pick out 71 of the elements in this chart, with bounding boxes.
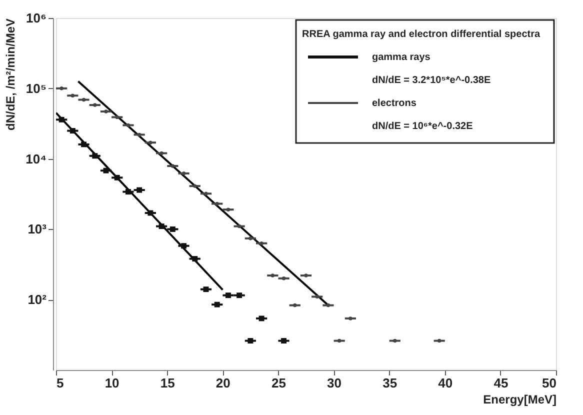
point: [81, 142, 87, 148]
x-tick-label: 20: [216, 376, 230, 390]
point: [60, 86, 64, 90]
point: [304, 274, 308, 278]
point: [293, 303, 297, 308]
point: [204, 192, 208, 196]
point: [82, 98, 86, 102]
point: [115, 115, 119, 120]
point: [181, 243, 187, 249]
point: [315, 294, 319, 299]
y-tick-label: 10⁶: [26, 10, 47, 26]
point: [248, 236, 252, 240]
point: [260, 241, 264, 246]
y-tick-label: 10⁴: [26, 151, 46, 166]
point: [236, 292, 242, 298]
annotation: dN/dE = 3.2*10⁵*e^-0.38E: [372, 75, 491, 86]
legend-title: RREA gamma ray and electron differential spectra: [302, 29, 540, 40]
y-axis-title: dN/dE, /m²/min/MeV: [4, 18, 18, 131]
point: [70, 128, 76, 134]
point: [348, 316, 352, 320]
x-tick-label: 45: [494, 376, 508, 390]
y-tick-label: 10⁵: [26, 80, 46, 96]
point: [160, 151, 164, 156]
y-tick-label: 10³: [28, 222, 48, 237]
x-tick-label: 40: [438, 376, 453, 390]
point: [92, 153, 98, 159]
point: [148, 210, 154, 216]
point: [226, 208, 230, 212]
point: [215, 202, 219, 206]
x-tick-label: 30: [327, 376, 342, 390]
legend-label: gamma rays: [372, 52, 431, 63]
point: [393, 338, 397, 343]
point: [182, 172, 186, 176]
point: [281, 338, 287, 344]
point: [248, 338, 254, 344]
point: [258, 316, 264, 322]
point: [270, 274, 275, 278]
x-tick-label: 10: [104, 376, 120, 390]
point: [125, 189, 131, 195]
point: [193, 184, 197, 188]
point: [104, 110, 108, 114]
point: [148, 140, 152, 144]
point: [137, 132, 142, 137]
point: [158, 224, 164, 230]
point: [170, 226, 176, 232]
point: [437, 338, 442, 343]
point: [282, 276, 286, 280]
x-tick-label: 35: [382, 376, 398, 390]
point: [326, 303, 330, 308]
point: [237, 224, 242, 228]
point: [70, 94, 75, 98]
point: [214, 302, 220, 308]
point: [103, 168, 109, 174]
point: [203, 286, 209, 292]
point: [58, 116, 64, 122]
legend-label: electrons: [372, 98, 417, 109]
point: [192, 256, 198, 262]
x-tick-label: 5: [56, 376, 64, 390]
x-tick-label: 25: [271, 376, 286, 390]
point: [93, 103, 97, 107]
point: [225, 292, 231, 298]
x-tick-label: 50: [542, 376, 556, 390]
x-axis-title: Energy[MeV]: [483, 392, 556, 406]
y-tick-label: 10²: [28, 292, 48, 308]
point: [126, 123, 130, 128]
point: [114, 174, 120, 180]
annotation: dN/dE = 10⁶*e^-0.32E: [372, 121, 474, 132]
point: [337, 338, 342, 343]
point: [136, 187, 142, 193]
point: [170, 164, 175, 168]
x-tick-label: 15: [160, 376, 175, 390]
